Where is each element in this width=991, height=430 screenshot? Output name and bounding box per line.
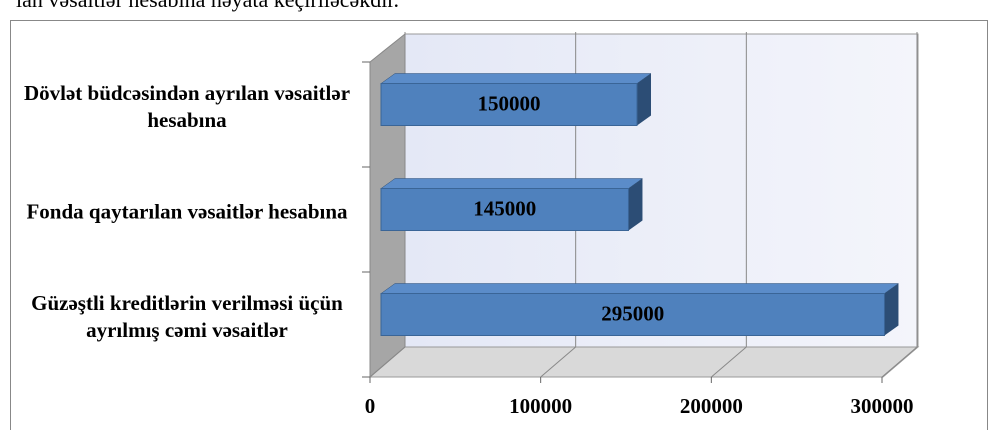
bar-side — [628, 178, 643, 231]
chart-border — [10, 20, 988, 430]
bar-side — [637, 73, 651, 126]
bar — [380, 188, 629, 231]
bar-top — [380, 283, 900, 294]
data-label: 150000 — [478, 91, 541, 115]
x-tick-label: 300000 — [851, 394, 914, 418]
data-label: 295000 — [601, 301, 664, 325]
grid-line — [369, 346, 406, 378]
caption: lan vəsaitlər hesabına həyata keçiriləcə… — [16, 0, 399, 13]
grid-line — [711, 346, 747, 378]
bar — [380, 293, 885, 336]
data-label: 145000 — [473, 196, 536, 220]
y-tick-label: Dövlət büdcəsindən ayrılan vəsaitlər hes… — [23, 80, 351, 132]
x-tick-label: 0 — [365, 394, 376, 418]
grid-line — [881, 346, 918, 378]
y-tick-label: Fonda qaytarılan vəsaitlər hesabına — [26, 199, 348, 223]
y-tick-label: Güzəştli kreditlərin verilməsi üçün ayrı… — [31, 290, 343, 342]
bar-top — [380, 73, 652, 84]
bar-top — [380, 178, 644, 189]
grid-line — [540, 346, 576, 378]
x-tick-label: 100000 — [509, 394, 572, 418]
bar — [380, 83, 638, 126]
bar-side — [884, 283, 899, 336]
x-tick-label: 200000 — [680, 394, 743, 418]
floor — [368, 346, 920, 378]
